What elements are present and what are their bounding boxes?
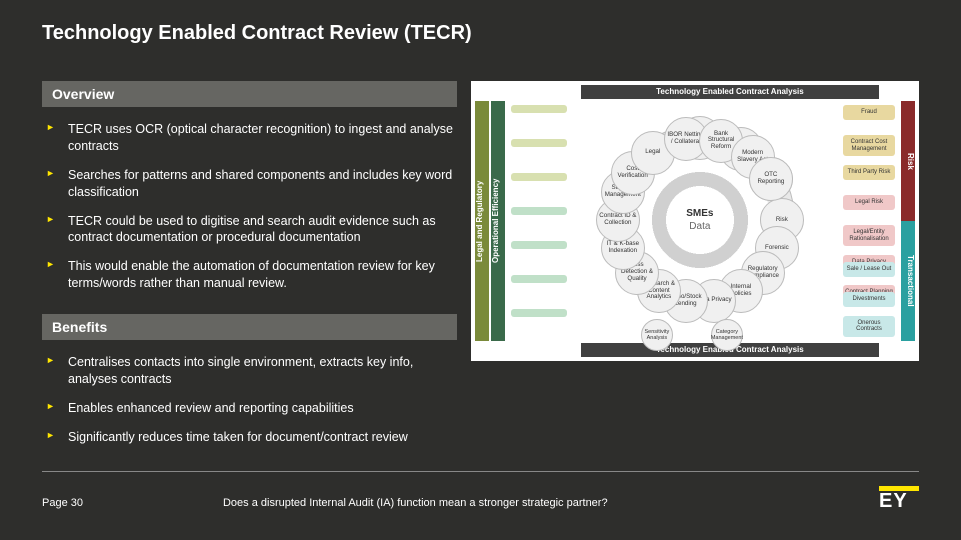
list-item: Significantly reduces time taken for doc… xyxy=(42,423,457,452)
list-item: TECR uses OCR (optical character recogni… xyxy=(42,115,457,161)
side-box: Onerous Contracts xyxy=(843,316,895,337)
content-area: Overview TECR uses OCR (optical characte… xyxy=(42,81,919,468)
diagram-edge-left-inner: Operational Efficiency xyxy=(491,101,505,341)
diagram-edge-top: Technology Enabled Contract Analysis xyxy=(581,85,879,99)
side-box: Legal Risk xyxy=(843,195,895,210)
ey-logo-text: EY xyxy=(879,490,919,513)
ey-logo: EY xyxy=(879,486,919,520)
list-item: This would enable the automation of docu… xyxy=(42,252,457,298)
side-box: Third Party Risk xyxy=(843,165,895,180)
footer-divider xyxy=(42,471,919,472)
left-column: Overview TECR uses OCR (optical characte… xyxy=(42,81,457,468)
tecr-diagram: Technology Enabled Contract Analysis Tec… xyxy=(471,81,919,361)
list-item: Searches for patterns and shared compone… xyxy=(42,161,457,207)
diagram-edge-left-outer: Legal and Regulatory xyxy=(475,101,489,341)
benefits-list: Centralises contacts into single environ… xyxy=(42,348,457,452)
mini-node: Category Management xyxy=(711,319,743,351)
center-bottom: Data xyxy=(686,220,713,233)
footer: Page 30 Does a disrupted Internal Audit … xyxy=(42,471,919,520)
benefits-header: Benefits xyxy=(42,314,457,340)
center-top: SMEs xyxy=(686,207,713,220)
footer-caption: Does a disrupted Internal Audit (IA) fun… xyxy=(223,497,608,509)
orbit-node: OTC Reporting xyxy=(749,157,793,201)
mini-node: Sensitivity Analysis xyxy=(641,319,673,351)
side-box: Sale / Lease Out xyxy=(843,262,895,277)
diagram-edge-right-lower: Transactional xyxy=(901,221,915,341)
page-number: Page 30 xyxy=(42,497,83,509)
diagram-center: SMEs Data xyxy=(686,207,713,233)
side-box-left xyxy=(511,173,567,181)
side-box: Legal/Entity Rationalisation xyxy=(843,225,895,246)
list-item: Enables enhanced review and reporting ca… xyxy=(42,394,457,423)
page-title: Technology Enabled Contract Review (TECR… xyxy=(42,22,919,45)
side-box: Contract Cost Management xyxy=(843,135,895,156)
overview-list: TECR uses OCR (optical character recogni… xyxy=(42,115,457,298)
side-box-left xyxy=(511,309,567,317)
side-box: Divestments xyxy=(843,292,895,307)
side-box-left xyxy=(511,207,567,215)
side-box: Fraud xyxy=(843,105,895,120)
side-box-left xyxy=(511,241,567,249)
diagram-panel: Technology Enabled Contract Analysis Tec… xyxy=(471,81,919,361)
overview-header: Overview xyxy=(42,81,457,107)
side-box-left xyxy=(511,139,567,147)
side-box-left xyxy=(511,105,567,113)
list-item: Centralises contacts into single environ… xyxy=(42,348,457,394)
list-item: TECR could be used to digitise and searc… xyxy=(42,207,457,253)
diagram-edge-right-upper: Risk xyxy=(901,101,915,221)
side-box-left xyxy=(511,275,567,283)
